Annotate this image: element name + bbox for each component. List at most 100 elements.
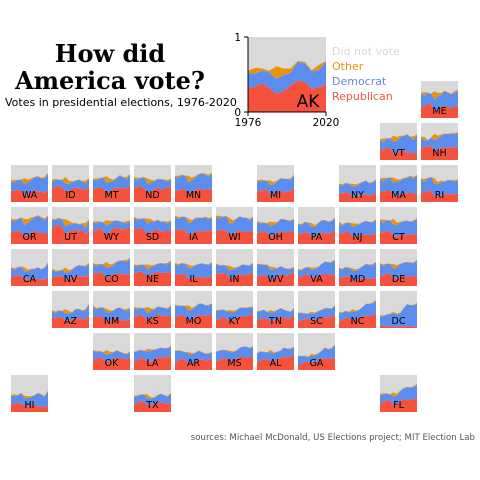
area-republican-mo <box>175 313 212 328</box>
state-tile-nm: NM <box>93 291 130 328</box>
area-democrat-fl <box>380 384 417 405</box>
state-label-ct: CT <box>392 232 405 243</box>
state-tile-mi: MI <box>257 165 294 202</box>
area-did-not-vote-dc <box>380 291 417 316</box>
area-republican-la <box>134 355 171 370</box>
area-other-wv <box>257 263 294 270</box>
state-label-mt: MT <box>105 190 119 201</box>
area-democrat-or <box>11 215 48 236</box>
area-other-sd <box>134 216 171 225</box>
area-did-not-vote-hi <box>11 375 48 397</box>
state-tile-ri: RI <box>421 165 458 202</box>
state-tile-wy: WY <box>93 207 130 244</box>
state-tile-va: VA <box>298 249 335 286</box>
area-did-not-vote-nm <box>93 291 130 311</box>
area-republican-va <box>298 274 335 286</box>
area-other-il <box>175 261 212 269</box>
area-other-co <box>93 257 130 268</box>
state-label-in: IN <box>230 274 240 285</box>
area-democrat-wy <box>93 220 130 235</box>
state-label-dc: DC <box>392 316 406 327</box>
state-tile-sd: SD <box>134 207 171 244</box>
state-tile-dc: DC <box>380 291 417 328</box>
area-republican-al <box>257 355 294 370</box>
area-did-not-vote-nv <box>52 249 89 271</box>
area-other-ny <box>339 179 376 187</box>
area-did-not-vote-mt <box>93 165 130 180</box>
area-other-ga <box>298 344 335 358</box>
area-other-va <box>298 259 335 271</box>
area-other-nj <box>339 219 376 227</box>
area-republican-az <box>52 316 89 328</box>
area-other-al <box>257 346 294 354</box>
area-republican-ma <box>380 190 417 202</box>
area-democrat-ny <box>339 179 376 197</box>
area-republican-pa <box>298 231 335 244</box>
state-tile-de: DE <box>380 249 417 286</box>
area-democrat-nm <box>93 306 130 321</box>
area-republican-ks <box>134 314 171 328</box>
area-republican-or <box>11 231 48 244</box>
area-other-ok <box>93 350 130 355</box>
area-republican-ct <box>380 230 417 244</box>
state-label-nc: NC <box>351 316 365 327</box>
state-label-ar: AR <box>187 358 200 369</box>
area-democrat-ne <box>134 261 171 277</box>
state-label-nj: NJ <box>353 232 363 243</box>
area-democrat-mi <box>257 174 294 195</box>
area-republican-wa <box>11 189 48 202</box>
area-democrat-ok <box>93 350 130 362</box>
area-republican-wy <box>93 226 130 244</box>
area-republican-ms <box>216 356 253 370</box>
state-label-la: LA <box>146 358 159 369</box>
area-republican-dc <box>380 325 417 328</box>
area-republican-ok <box>93 357 130 370</box>
state-label-nd: ND <box>145 190 159 201</box>
state-label-ny: NY <box>351 190 364 201</box>
area-democrat-ga <box>298 344 335 365</box>
area-did-not-vote-ok <box>93 333 130 354</box>
legend-item-did-not-vote: Did not vote <box>332 45 400 58</box>
area-democrat-nc <box>339 300 376 321</box>
area-did-not-vote-ne <box>134 249 171 266</box>
area-other-oh <box>257 218 294 227</box>
area-other-wi <box>216 215 253 224</box>
area-did-not-vote-sc <box>298 291 335 314</box>
state-tile-al: AL <box>257 333 294 370</box>
area-did-not-vote-il <box>175 249 212 267</box>
area-did-not-vote-ny <box>339 165 376 185</box>
area-other-ak <box>248 61 326 79</box>
state-tile-ne: NE <box>134 249 171 286</box>
area-did-not-vote-tn <box>257 291 294 312</box>
area-republican-hi <box>11 402 48 412</box>
area-republican-nd <box>134 186 171 202</box>
state-tile-fl: FL <box>380 375 417 412</box>
area-did-not-vote-al <box>257 333 294 353</box>
area-democrat-ks <box>134 305 171 320</box>
area-democrat-hi <box>11 391 48 408</box>
state-label-ma: MA <box>391 190 406 201</box>
area-other-ks <box>134 305 171 314</box>
area-republican-ca <box>11 275 48 286</box>
legend-item-other: Other <box>332 60 364 73</box>
state-tile-ma: MA <box>380 165 417 202</box>
area-did-not-vote-tx <box>134 375 171 398</box>
area-other-pa <box>298 217 335 227</box>
state-label-wy: WY <box>104 232 119 243</box>
area-other-ct <box>380 218 417 226</box>
state-label-id: ID <box>65 190 75 201</box>
area-republican-ia <box>175 229 212 244</box>
area-democrat-nh <box>421 132 458 151</box>
state-tile-in: IN <box>216 249 253 286</box>
state-label-mn: MN <box>186 190 201 201</box>
state-tile-mt: MT <box>93 165 130 202</box>
area-democrat-ut <box>52 218 89 235</box>
area-other-fl <box>380 383 417 397</box>
state-label-co: CO <box>104 274 118 285</box>
area-other-mi <box>257 174 294 185</box>
state-label-ky: KY <box>229 316 241 327</box>
state-label-tn: TN <box>268 316 282 327</box>
area-democrat-la <box>134 346 171 362</box>
state-label-ri: RI <box>435 190 444 201</box>
area-other-me <box>421 89 458 100</box>
